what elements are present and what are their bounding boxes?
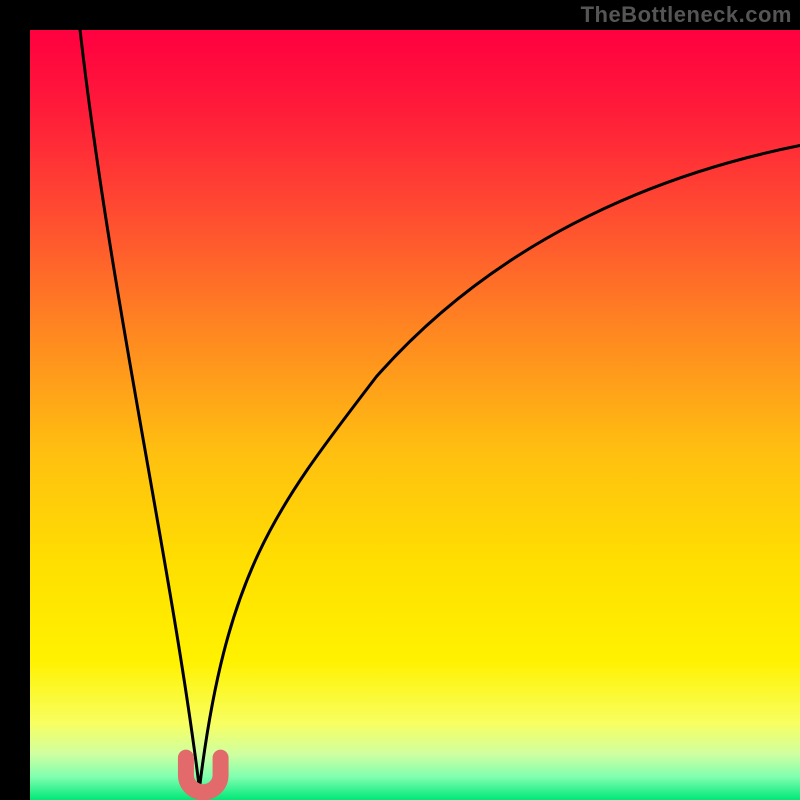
bottleneck-curve [80,30,800,788]
plot-area [30,30,800,800]
chart-frame: TheBottleneck.com [0,0,800,800]
watermark-text: TheBottleneck.com [581,2,792,28]
curve-layer [30,30,800,800]
